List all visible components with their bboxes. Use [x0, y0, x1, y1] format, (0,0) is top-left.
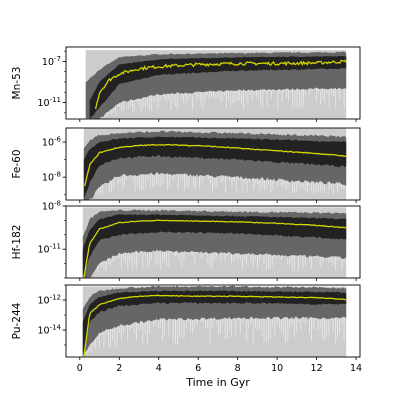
median-line [83, 219, 347, 278]
median-line [84, 143, 347, 187]
y-tick-label: 10-6 [42, 136, 62, 149]
y-tick-label: 10-8 [42, 200, 61, 213]
y-tick-label: 10-14 [37, 324, 61, 337]
panel-frame [65, 284, 361, 358]
spike-noise [89, 173, 345, 200]
x-tick-label: 2 [116, 363, 122, 374]
panel-ylabel: Pu-244 [11, 302, 23, 339]
y-tick-label: 10-11 [37, 96, 61, 109]
y-tick-label: 10-8 [42, 171, 61, 184]
panel-frame [65, 205, 361, 279]
x-axis: 0 2 4 6 8 10 12 14 [77, 363, 362, 374]
spike-noise [100, 88, 345, 119]
plot-area [85, 50, 347, 119]
x-tick-label: 8 [235, 363, 241, 374]
panel-0: 10-7 10-11 Mn-53 [11, 46, 361, 122]
plot-area [82, 285, 347, 357]
panel-3: 10-12 10-14 Pu-244 [11, 284, 361, 360]
y-tick-label: 10-12 [37, 294, 61, 307]
x-axis-label: Time in Gyr [185, 376, 250, 389]
x-tick-label: 12 [311, 363, 323, 374]
panel-2: 10-8 10-11 Hf-182 [11, 200, 361, 281]
panel-frame [65, 127, 361, 201]
x-tick-label: 0 [77, 363, 83, 374]
panels-group: 10-7 10-11 Mn-53 10-6 10-8 Fe-60 10-8 10-11 Hf-1… [11, 46, 361, 360]
panel-frame [65, 46, 361, 120]
panel-ylabel: Fe-60 [11, 149, 23, 178]
plot-area [83, 128, 347, 200]
spike-noise [90, 250, 345, 277]
band-1sigma [83, 136, 347, 200]
band-1sigma [89, 55, 347, 119]
panel-ylabel: Mn-53 [11, 67, 23, 100]
median-line [83, 294, 347, 357]
x-tick-label: 14 [350, 363, 362, 374]
plot-area [82, 207, 347, 278]
band-1sigma [82, 214, 347, 278]
y-tick-label: 10-7 [42, 55, 61, 68]
panel-1: 10-6 10-8 Fe-60 [11, 127, 361, 203]
median-line [94, 59, 347, 110]
panel-ylabel: Hf-182 [11, 225, 23, 260]
x-tick-label: 10 [271, 363, 283, 374]
y-tick-label: 10-11 [37, 243, 61, 256]
spike-noise [86, 318, 345, 355]
band-1sigma [82, 290, 347, 357]
x-tick-label: 4 [156, 363, 162, 374]
x-tick-label: 6 [195, 363, 201, 374]
